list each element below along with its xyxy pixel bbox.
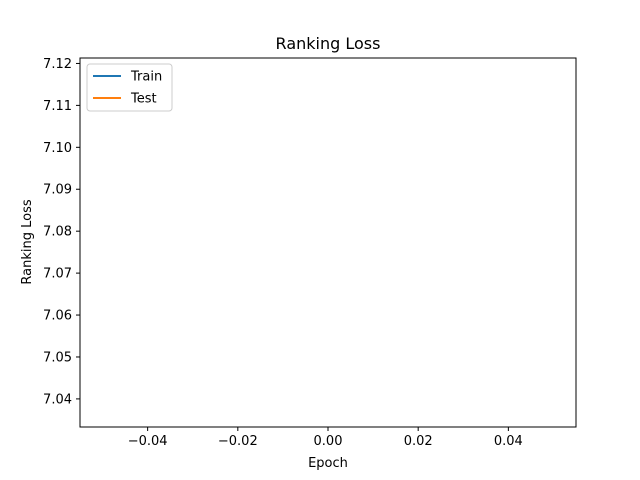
x-tick-label: 0.00 <box>314 434 343 449</box>
x-axis-ticks: −0.04 −0.02 0.00 0.02 0.04 <box>128 427 523 449</box>
y-tick-label: 7.07 <box>43 267 72 282</box>
y-axis-ticks: 7.04 7.05 7.06 7.07 7.08 7.09 7.10 7.11 7.12 <box>43 57 80 407</box>
x-axis-label: Epoch <box>308 456 348 471</box>
y-tick-label: 7.06 <box>43 309 72 324</box>
legend: Train Test <box>86 63 173 112</box>
legend-label-train: Train <box>130 70 162 85</box>
x-tick-label: −0.02 <box>218 434 258 449</box>
y-tick-label: 7.05 <box>43 350 72 365</box>
chart-title: Ranking Loss <box>276 34 381 53</box>
y-tick-label: 7.09 <box>43 183 72 198</box>
x-tick-label: −0.04 <box>128 434 168 449</box>
y-tick-label: 7.10 <box>43 141 72 156</box>
legend-label-test: Test <box>130 92 157 107</box>
y-tick-label: 7.11 <box>43 99 72 114</box>
x-tick-label: 0.02 <box>404 434 433 449</box>
x-tick-label: 0.04 <box>494 434 523 449</box>
y-tick-label: 7.04 <box>43 392 72 407</box>
y-tick-label: 7.08 <box>43 225 72 240</box>
y-tick-label: 7.12 <box>43 57 72 72</box>
y-axis-label: Ranking Loss <box>20 199 35 284</box>
